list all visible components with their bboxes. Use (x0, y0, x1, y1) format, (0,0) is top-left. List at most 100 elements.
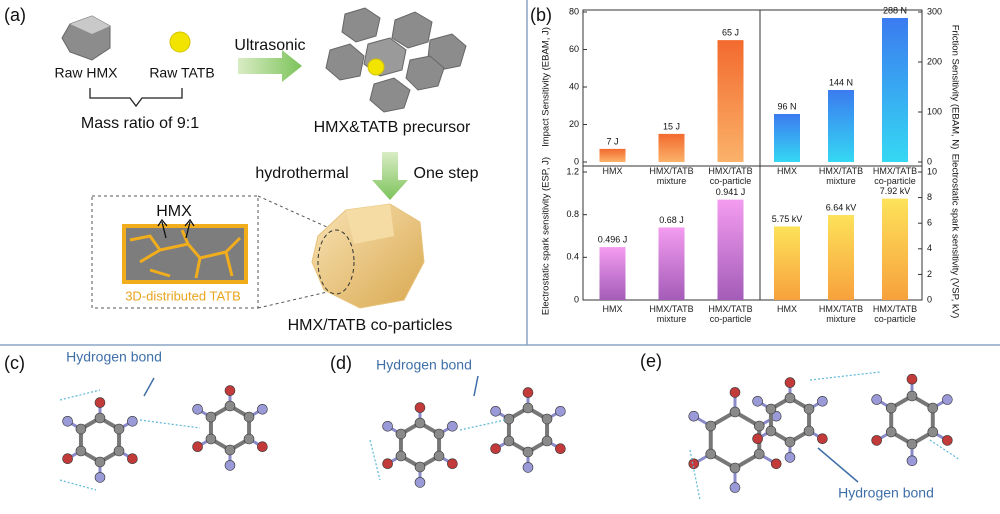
x-tick-label: HMX/TATB mixture (649, 166, 694, 186)
value-label: 5.75 kV (772, 214, 803, 224)
x-tick-label: HMX/TATB co-particle (872, 304, 918, 324)
atom (522, 402, 534, 414)
atom (555, 405, 566, 417)
pointer (817, 447, 859, 483)
atom (94, 472, 106, 483)
atom (705, 448, 717, 460)
atom (770, 458, 782, 470)
atom (885, 402, 897, 414)
atom (414, 477, 426, 488)
label: Mass ratio of 9:1 (81, 115, 199, 132)
atom (113, 445, 125, 457)
y-tick-label: 0 (927, 156, 932, 166)
y-tick-label: 100 (927, 106, 942, 116)
x-tick-label: HMX/TATB co-particle (708, 166, 753, 186)
molecules (59, 371, 961, 501)
atom (765, 425, 777, 437)
atom (729, 387, 741, 398)
atom (192, 403, 203, 415)
value-label: 144 N (829, 77, 853, 87)
bar (717, 199, 744, 300)
bar (717, 40, 744, 162)
value-label: 6.64 kV (826, 202, 857, 212)
x-tick-label: HMX/TATB co-particle (708, 304, 753, 324)
y-tick-label: 300 (927, 6, 942, 16)
y-tick-label: 80 (569, 6, 579, 16)
value-label: 0.941 J (716, 187, 746, 197)
atom (224, 444, 236, 456)
atom (414, 402, 426, 413)
bar (882, 18, 908, 162)
value-label: 65 J (722, 28, 739, 38)
y-tick-label: 0.4 (566, 252, 579, 262)
hydrogen-bond (59, 389, 101, 401)
label: HMX&TATB precursor (314, 119, 471, 136)
atom (885, 426, 897, 438)
atom (942, 394, 953, 405)
atom (522, 387, 534, 398)
annotation: Hydrogen bond (838, 485, 934, 501)
arrow (372, 152, 408, 200)
atom (784, 436, 796, 448)
atom (729, 406, 741, 418)
bar (774, 114, 800, 162)
x-tick-label: HMX/TATB co-particle (872, 166, 918, 186)
atom (541, 435, 553, 447)
tatb-network (129, 229, 242, 279)
atom (522, 446, 534, 458)
bar (828, 215, 854, 300)
atom (395, 428, 407, 440)
atom (503, 413, 515, 425)
highlight (317, 229, 355, 295)
pointer (143, 377, 155, 397)
pointer (473, 375, 479, 397)
chart-frame (582, 9, 923, 301)
atom (817, 395, 828, 407)
atom (257, 403, 268, 415)
atom (817, 433, 828, 445)
atom (62, 415, 73, 427)
label: hydrothermal (255, 165, 348, 182)
label: Raw HMX (54, 65, 118, 81)
atom (127, 453, 138, 465)
atom (906, 373, 918, 385)
atom (433, 450, 445, 462)
atom (942, 435, 953, 446)
label: HMX (156, 203, 192, 220)
hydrogen-bond (459, 419, 506, 431)
bar (882, 198, 908, 300)
atom (382, 458, 393, 470)
hmx-crystal-face (70, 16, 110, 34)
atom (765, 403, 777, 415)
value-label: 15 J (663, 121, 680, 131)
panel-label: (e) (640, 351, 662, 371)
hydrogen-bond (809, 371, 881, 381)
atom (784, 452, 796, 463)
atom (503, 435, 515, 447)
y-tick-label: 8 (927, 192, 932, 202)
x-tick-label: HMX/TATB mixture (649, 304, 694, 324)
x-tick-label: HMX/TATB mixture (818, 166, 864, 186)
y-tick-label: 10 (927, 166, 937, 176)
atom (906, 390, 918, 402)
precursor-cluster (325, 7, 467, 113)
atom (906, 438, 918, 450)
annotation: Hydrogen bond (66, 349, 162, 365)
atom (729, 462, 741, 474)
axis-title: Electrostatic spark sensitivity (ESP, J) (541, 157, 552, 315)
axis-title: Impact Sensitivity (EBAM, J) (541, 27, 552, 147)
y-tick-label: 20 (569, 119, 579, 129)
value-label: 0.496 J (598, 234, 628, 244)
zoom-line (257, 195, 339, 233)
label: HMX/TATB co-particles (288, 317, 453, 334)
bar (774, 226, 800, 300)
atom (906, 455, 918, 467)
atom (382, 420, 393, 432)
y-tick-label: 200 (927, 56, 942, 66)
bar (599, 148, 626, 162)
axis-title: Friction Sensitivity (EBAM, N) (949, 25, 960, 150)
panel-label: (a) (4, 5, 26, 25)
atom (205, 411, 217, 423)
